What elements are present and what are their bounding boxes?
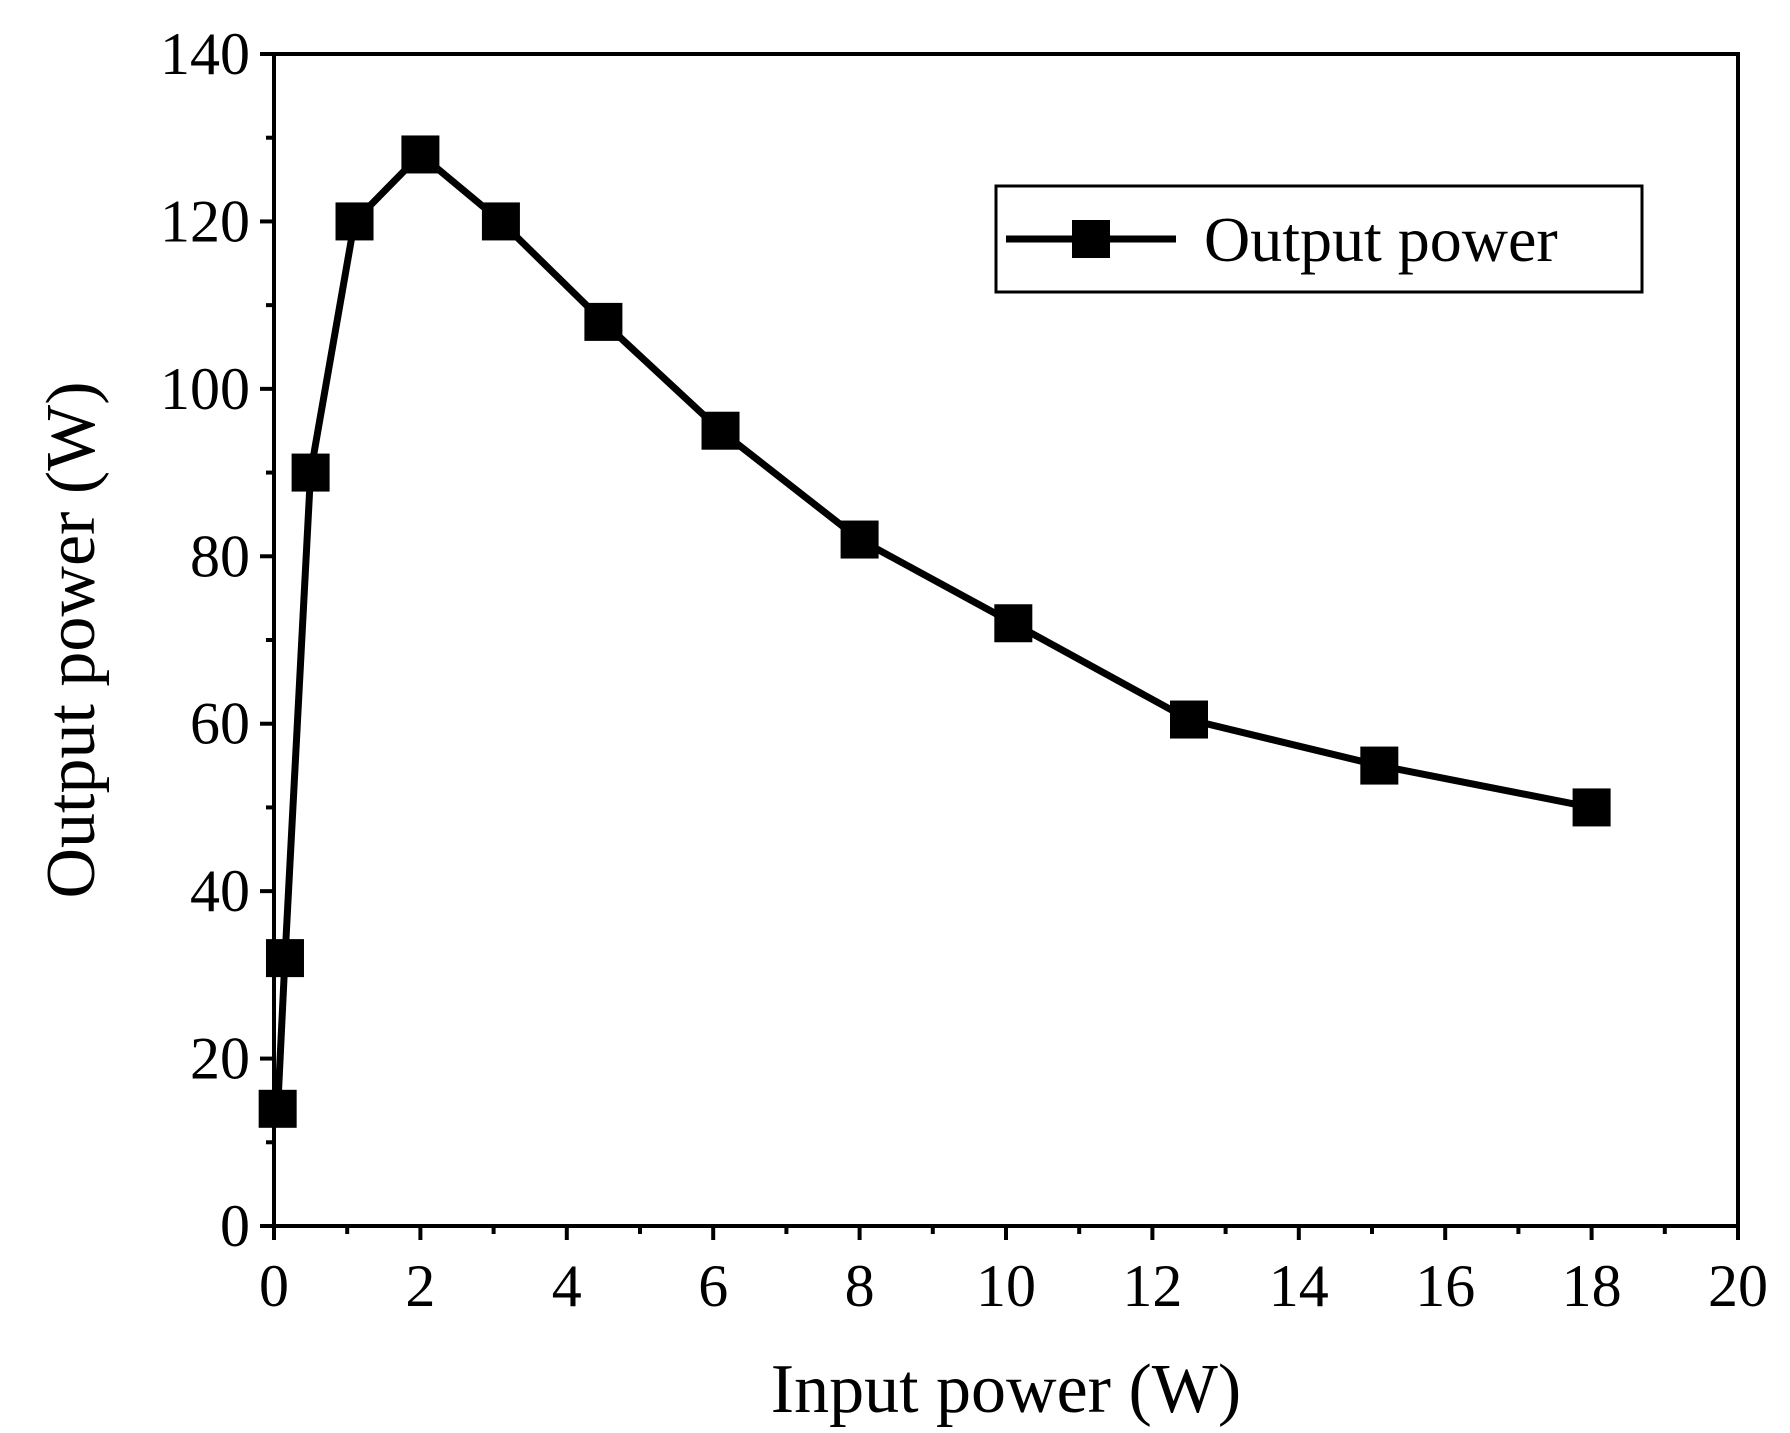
data-point (1170, 700, 1208, 739)
legend-label: Output power (1204, 204, 1558, 275)
x-tick-label: 16 (1415, 1253, 1475, 1319)
x-tick-label: 14 (1269, 1253, 1329, 1319)
y-tick-label: 80 (190, 523, 250, 589)
ticks (260, 52, 1740, 1240)
y-tick-label: 60 (190, 691, 250, 757)
tick-labels: 0 2 4 6 8 10 12 14 16 18 20 0 20 40 60 80 100 120 140 (160, 21, 1768, 1319)
x-tick-label: 6 (698, 1253, 728, 1319)
x-tick-label: 18 (1562, 1253, 1622, 1319)
x-tick-label: 10 (976, 1253, 1036, 1319)
data-point (401, 135, 440, 174)
series (258, 135, 1611, 1128)
y-axis-title: Output power (W) (33, 381, 110, 898)
data-point (1360, 746, 1399, 785)
x-tick-label: 2 (405, 1253, 435, 1319)
y-tick-label: 140 (160, 21, 250, 87)
x-tick-label: 0 (259, 1253, 289, 1319)
data-point (291, 453, 330, 492)
data-point (335, 202, 374, 241)
data-point (701, 411, 740, 450)
x-tick-label: 8 (845, 1253, 875, 1319)
y-tick-label: 20 (190, 1026, 250, 1092)
x-tick-label: 4 (552, 1253, 582, 1319)
data-point (994, 604, 1033, 643)
legend-marker (1072, 220, 1110, 258)
y-tick-label: 120 (160, 188, 250, 254)
data-point (265, 939, 304, 978)
y-tick-label: 40 (190, 858, 250, 924)
x-tick-label: 12 (1122, 1253, 1182, 1319)
data-point (1572, 788, 1611, 827)
y-tick-label: 0 (220, 1193, 250, 1259)
legend: Output power (994, 184, 1644, 294)
data-point (481, 202, 520, 241)
x-tick-label: 20 (1708, 1253, 1768, 1319)
series-line (274, 150, 1593, 1109)
data-point (258, 1089, 297, 1128)
data-point (584, 302, 623, 341)
data-point (840, 520, 879, 559)
y-tick-label: 100 (160, 356, 250, 422)
x-axis-title: Input power (W) (771, 1351, 1241, 1428)
